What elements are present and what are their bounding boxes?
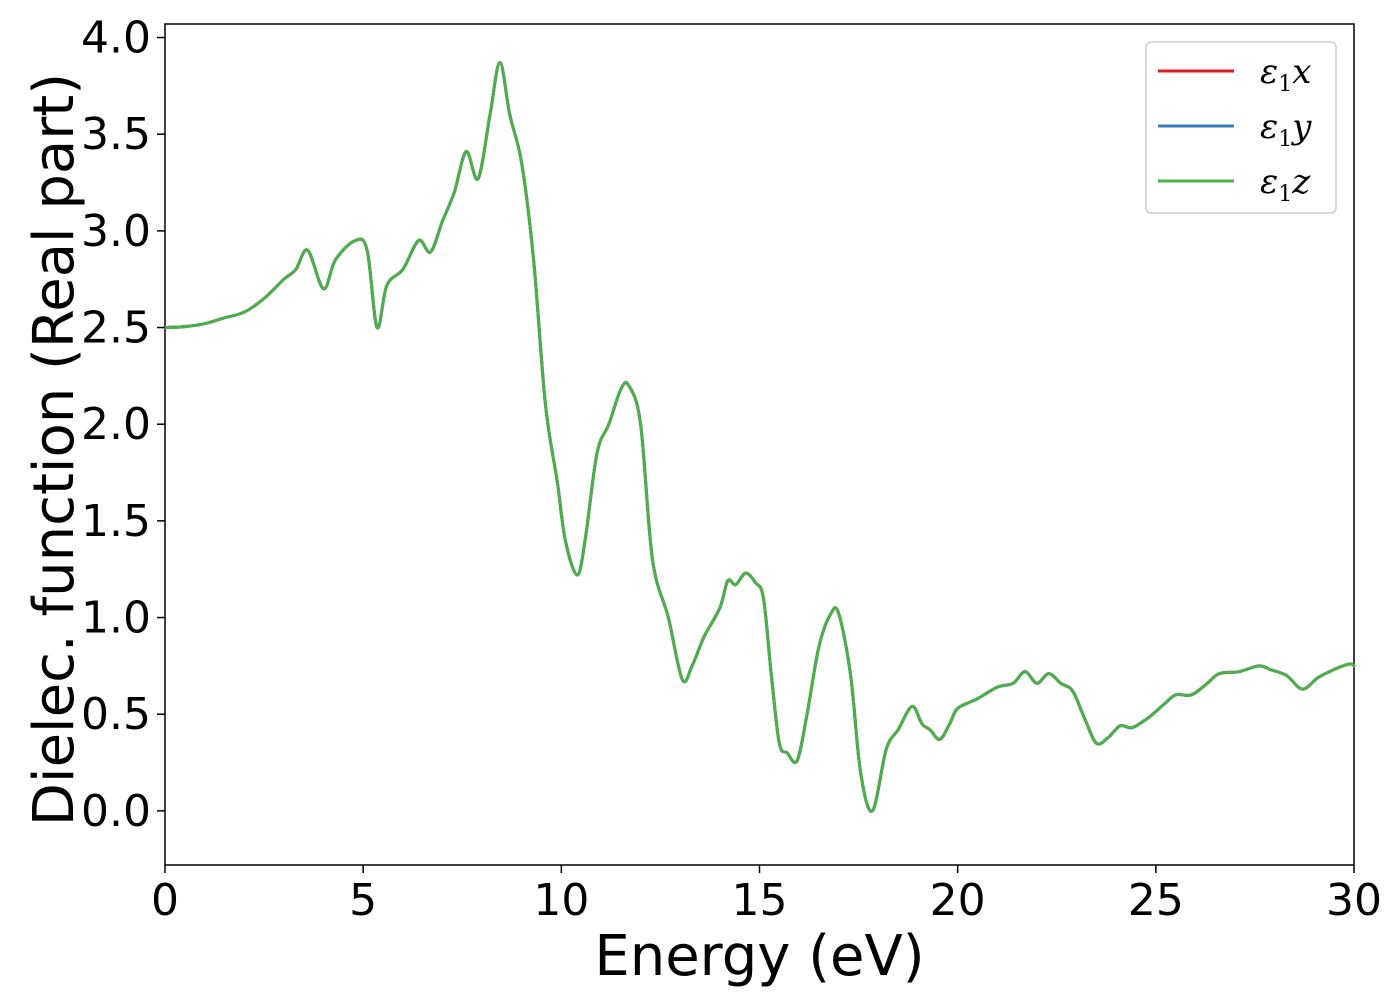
series-line-z	[163, 61, 1356, 813]
legend-axis: y	[1290, 107, 1312, 147]
x-tick-label: 10	[533, 875, 589, 926]
legend-symbol: ε	[1260, 107, 1278, 147]
y-tick-label: 0.0	[81, 786, 151, 837]
legend-item: ε1y	[1158, 107, 1312, 152]
legend-axis: z	[1291, 162, 1311, 202]
legend-item: ε1z	[1158, 162, 1311, 207]
x-tick-label: 25	[1128, 875, 1184, 926]
x-tick-label: 5	[349, 875, 377, 926]
series-layer	[163, 61, 1356, 813]
x-axis-label: Energy (eV)	[594, 924, 924, 989]
y-tick-label: 3.0	[81, 206, 151, 257]
y-tick-label: 3.5	[81, 109, 151, 160]
x-axis-ticks: 0 5 10 15 20 25 30	[151, 865, 1382, 926]
x-tick-label: 30	[1326, 875, 1382, 926]
legend-label: ε1y	[1260, 107, 1312, 152]
x-tick-label: 20	[930, 875, 986, 926]
legend-subscript: 1	[1278, 127, 1292, 152]
legend-box	[1145, 41, 1337, 214]
x-tick-label: 15	[732, 875, 788, 926]
y-tick-label: 2.5	[81, 303, 151, 354]
y-tick-label: 2.0	[81, 399, 151, 450]
legend-item: ε1x	[1158, 52, 1311, 97]
legend-axis: x	[1292, 52, 1311, 92]
legend-symbol: ε	[1260, 162, 1278, 202]
legend-label: ε1x	[1260, 52, 1311, 97]
legend-symbol: ε	[1260, 52, 1278, 92]
legend-label: ε1z	[1260, 162, 1311, 207]
legend-subscript: 1	[1278, 72, 1292, 97]
y-tick-label: 1.0	[81, 593, 151, 644]
y-tick-label: 4.0	[81, 13, 151, 64]
y-axis-ticks: 0.0 0.5 1.0 1.5 2.0 2.5 3.0 3.5 4.0	[81, 13, 165, 837]
y-axis-label: Dielec. function (Real part)	[22, 73, 87, 826]
y-tick-label: 0.5	[81, 689, 151, 740]
y-tick-label: 1.5	[81, 496, 151, 547]
legend-subscript: 1	[1278, 182, 1292, 207]
x-tick-label: 0	[151, 875, 179, 926]
